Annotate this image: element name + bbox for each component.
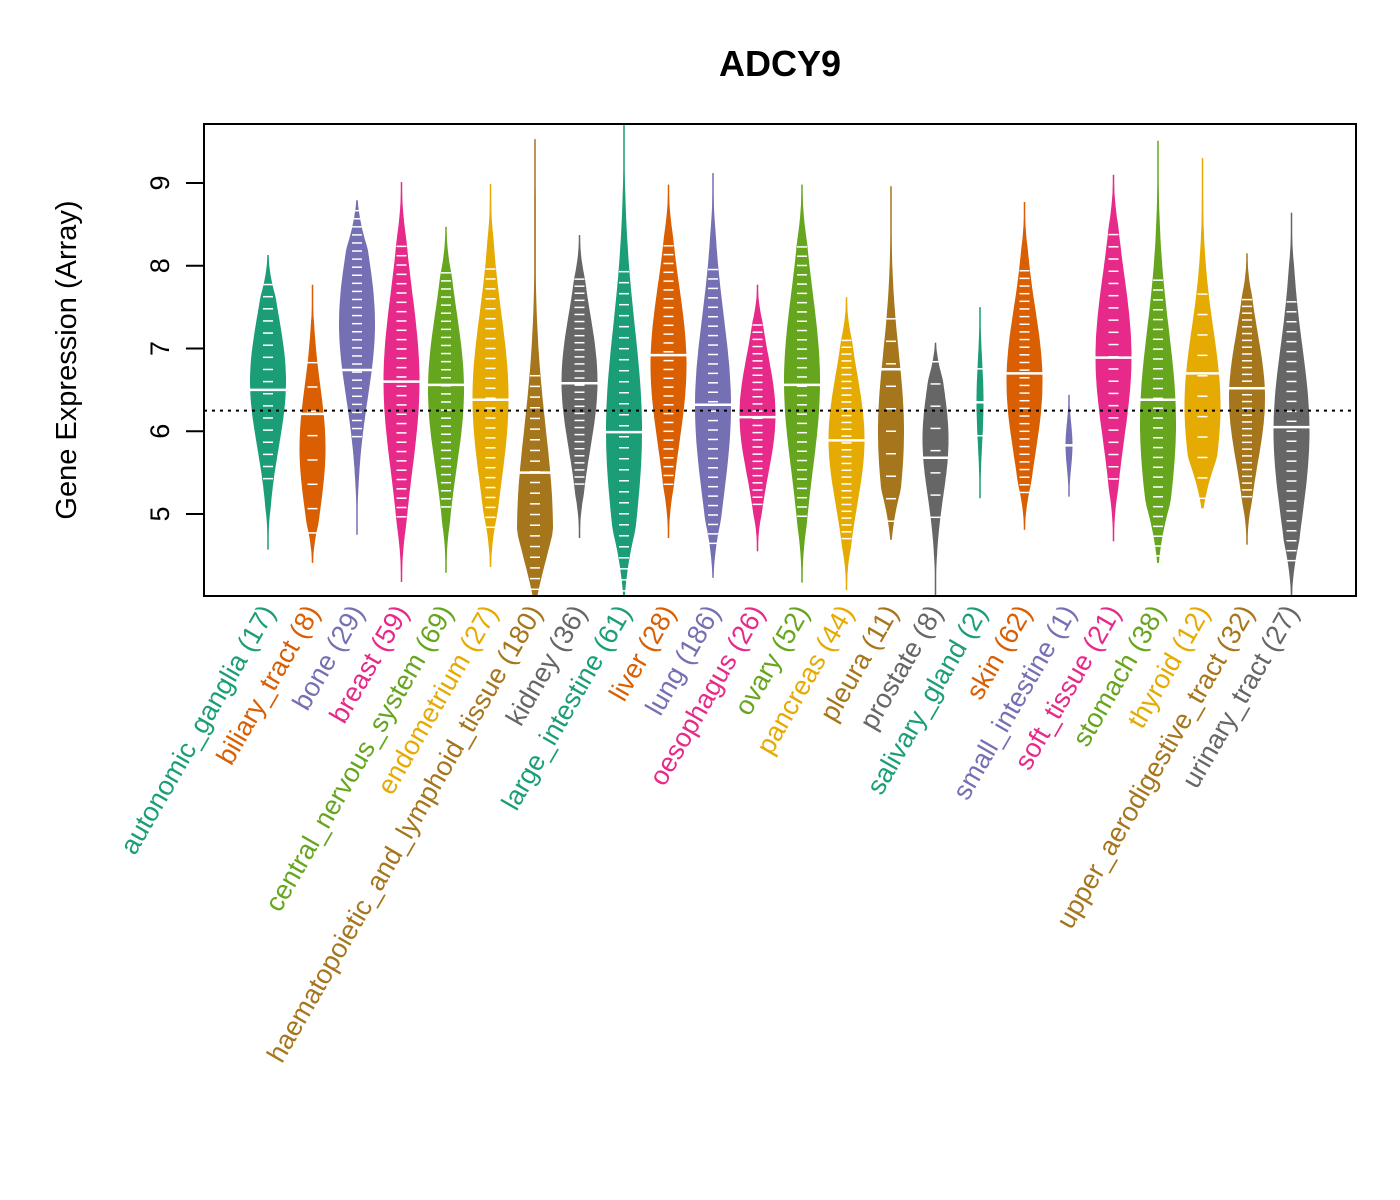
violin-pancreas bbox=[826, 297, 867, 591]
violin-body bbox=[1273, 212, 1310, 597]
violin-kidney bbox=[559, 235, 600, 538]
violin-skin bbox=[1004, 202, 1045, 530]
violin-central-nervous-system bbox=[426, 226, 466, 573]
y-axis-label: Gene Expression (Array) bbox=[51, 200, 83, 519]
violin-breast bbox=[381, 182, 422, 582]
violin-liver bbox=[648, 184, 689, 538]
violin-small-intestine bbox=[1061, 394, 1077, 497]
violin-endometrium bbox=[470, 183, 511, 568]
violin-urinary-tract bbox=[1271, 212, 1312, 597]
violin-salivary-gland bbox=[972, 307, 988, 499]
violin-body bbox=[561, 235, 598, 538]
violin-body bbox=[299, 284, 326, 563]
violin-biliary-tract bbox=[297, 284, 328, 563]
violin-ovary bbox=[782, 184, 822, 583]
violin-body bbox=[250, 255, 286, 550]
violin-haematopoietic-and-lymphoid-tissue bbox=[515, 139, 555, 597]
violin-prostate bbox=[920, 342, 951, 597]
violin-body bbox=[922, 342, 949, 597]
violin-body bbox=[472, 183, 509, 568]
violin-body bbox=[1184, 158, 1221, 509]
violin-body bbox=[606, 125, 642, 597]
violin-upper-aerodigestive-tract bbox=[1227, 253, 1267, 545]
violin-body bbox=[1229, 253, 1265, 545]
violins-layer bbox=[248, 125, 1312, 597]
violin-lung bbox=[693, 173, 733, 578]
violin-body bbox=[695, 173, 731, 578]
y-axis: 5 6 7 8 9 bbox=[145, 175, 204, 522]
y-tick-label: 9 bbox=[145, 175, 175, 190]
violin-body bbox=[428, 226, 464, 573]
chart-title: ADCY9 bbox=[719, 43, 841, 84]
violin-body bbox=[1006, 202, 1043, 530]
violin-autonomic-ganglia bbox=[248, 254, 288, 550]
plot-frame bbox=[203, 123, 1357, 597]
violin-stomach bbox=[1138, 140, 1178, 563]
violin-body bbox=[1140, 140, 1176, 563]
y-tick-label: 7 bbox=[145, 341, 175, 356]
y-tick-label: 6 bbox=[145, 424, 175, 439]
violin-body bbox=[878, 186, 904, 540]
violin-pleura bbox=[876, 186, 906, 540]
violin-oesophagus bbox=[737, 284, 778, 552]
violin-large-intestine bbox=[604, 125, 644, 597]
x-axis-labels: autonomic_ganglia (17)biliary_tract (8)b… bbox=[114, 600, 1305, 1067]
violin-bone bbox=[337, 200, 377, 535]
violin-soft-tissue bbox=[1093, 174, 1134, 542]
y-tick-label: 8 bbox=[145, 258, 175, 273]
violin-body bbox=[517, 139, 553, 597]
violin-body bbox=[339, 200, 375, 535]
violin-thyroid bbox=[1182, 158, 1223, 509]
y-tick-label: 5 bbox=[145, 506, 175, 521]
